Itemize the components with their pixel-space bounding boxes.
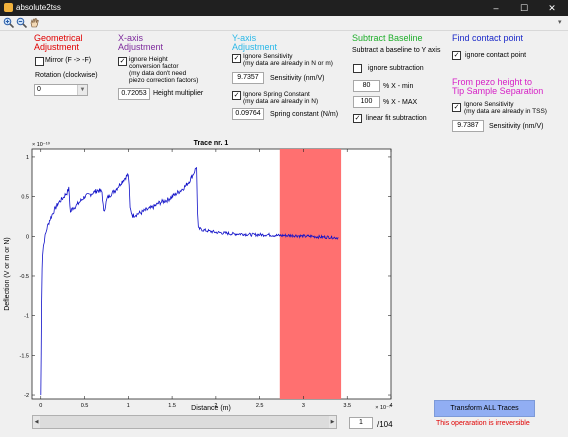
xaxis-title-1: X-axis — [118, 33, 144, 43]
tss-sensitivity-input[interactable]: 9.7387 — [452, 120, 484, 132]
ignore-spring-label-2: (my data are already in N) — [243, 98, 319, 105]
x-min-input[interactable]: 80 — [353, 80, 380, 92]
rotation-value: 0 — [37, 86, 41, 93]
spring-constant-label: Spring constant (N/m) — [270, 111, 339, 118]
linear-fit-checkbox[interactable]: ✓ — [353, 114, 362, 123]
tss-title-1: From pezo height to — [452, 77, 533, 87]
irreversible-warning: This operaration is irreversible — [436, 420, 530, 427]
trace-number-input[interactable]: 1 — [349, 417, 373, 429]
rotation-select[interactable]: 0 ▼ — [34, 84, 88, 96]
mirror-label: Mirror (F -> -F) — [45, 57, 92, 64]
height-multiplier-label: Height multiplier — [153, 90, 204, 97]
trace-total-label: /104 — [377, 420, 393, 429]
ignore-height-label-1: ignore Height — [129, 56, 168, 63]
x-tick-label: 0 — [39, 403, 42, 409]
x-tick-label: 3 — [302, 403, 305, 409]
x-tick-label: 2.5 — [256, 403, 264, 409]
ignore-sensitivity-label-2: (my data are already in N or m) — [243, 60, 333, 67]
xaxis-title-2: Adjustment — [118, 42, 164, 52]
zoom-out-icon[interactable] — [16, 17, 28, 29]
maximize-button[interactable]: ☐ — [519, 3, 529, 13]
rotation-label: Rotation (clockwise) — [35, 72, 98, 79]
toolbar-menu-arrow[interactable]: ▾ — [558, 19, 562, 26]
linear-fit-label: linear fit subtraction — [366, 115, 427, 122]
ignore-height-label-4: piezo correction factors) — [129, 77, 199, 84]
ignore-spring-checkbox[interactable]: ✓ — [232, 91, 241, 100]
sensitivity-input[interactable]: 9.7357 — [232, 72, 264, 84]
baseline-region — [279, 149, 342, 399]
transform-all-button[interactable]: Transform ALL Traces — [434, 400, 535, 417]
tss-ignore-sensitivity-checkbox[interactable]: ✓ — [452, 103, 461, 112]
ignore-sensitivity-checkbox[interactable]: ✓ — [232, 54, 241, 63]
x-tick-label: 2 — [214, 403, 217, 409]
chevron-down-icon[interactable]: ▼ — [77, 85, 87, 95]
pan-icon[interactable] — [29, 17, 40, 28]
baseline-subtitle: Subtract a baseline to Y axis — [352, 47, 441, 54]
ignore-contact-checkbox[interactable]: ✓ — [452, 51, 461, 60]
x-tick-label: 0.5 — [81, 403, 89, 409]
yaxis-title-1: Y-axis — [232, 33, 257, 43]
geometrical-title-2: Adjustment — [34, 42, 80, 52]
y-tick-label: -1.5 — [20, 353, 29, 359]
tss-ignore-label-2: (my data are already in TSS) — [464, 108, 547, 115]
ignore-spring-label-1: Ignore Spring Constant — [243, 91, 310, 98]
ignore-subtraction-checkbox[interactable] — [353, 64, 362, 73]
trace-chart[interactable]: 0 0.5 1 1.5 2 2.5 3 3.5 4 -2 -1.5 -1 -0.5 0 0.5 1 Trace… — [0, 136, 400, 416]
y-tick-label: -2 — [24, 393, 29, 399]
window-title: absolute2tss — [16, 3, 61, 12]
contact-title: Find contact point — [452, 33, 524, 43]
zoom-in-icon[interactable] — [3, 17, 15, 29]
x-tick-label: 1.5 — [168, 403, 176, 409]
toolbar: ▾ — [0, 16, 568, 31]
slider-right-arrow[interactable]: ▶ — [329, 416, 336, 428]
yaxis-title-2: Adjustment — [232, 42, 278, 52]
y-axis-label: Deflection (V or m or N) — [4, 237, 11, 311]
x-tick-label: 1 — [127, 403, 130, 409]
trace-slider[interactable]: ◀ ▶ — [32, 415, 337, 429]
x-min-label: % X - min — [383, 83, 414, 90]
y-tick-label: 1 — [26, 155, 29, 161]
x-axis-label: Distance (m) — [191, 405, 231, 412]
trace-line — [40, 166, 339, 396]
ignore-height-label-2: conversion factor — [129, 63, 179, 70]
sensitivity-label: Sensitivity (nm/V) — [270, 75, 325, 82]
height-multiplier-input[interactable]: 0.72053 — [118, 88, 150, 100]
ignore-contact-label: ignore contact point — [465, 52, 527, 59]
x-tick-label: 4 — [389, 403, 392, 409]
y-axis-exponent: × 10⁻¹⁰ — [32, 141, 51, 148]
ignore-subtraction-label: ignore subtraction — [368, 65, 424, 72]
y-tick-label: -0.5 — [20, 274, 29, 280]
minimize-button[interactable]: – — [493, 3, 499, 13]
ignore-sensitivity-label-1: Ignore Sensitivity — [243, 53, 293, 60]
tss-ignore-label-1: Ignore Sensitivity — [464, 101, 514, 108]
ignore-height-checkbox[interactable]: ✓ — [118, 57, 127, 66]
spring-constant-input[interactable]: 0.09764 — [232, 108, 264, 120]
mirror-checkbox[interactable] — [35, 57, 44, 66]
y-tick-label: 0 — [26, 234, 29, 240]
y-tick-label: 0.5 — [21, 195, 29, 201]
tss-title-2: Tip Sample Separation — [452, 86, 544, 96]
x-axis-exponent: × 10⁻⁷ — [375, 404, 391, 411]
x-tick-label: 3.5 — [343, 403, 351, 409]
geometrical-title-1: Geometrical — [34, 33, 83, 43]
tss-sensitivity-label: Sensitivity (nm/V) — [489, 123, 544, 130]
y-tick-label: -1 — [24, 314, 29, 320]
title-bar: absolute2tss – ☐ ✕ — [0, 0, 568, 16]
x-max-label: % X - MAX — [383, 99, 418, 106]
app-icon — [4, 3, 13, 12]
close-button[interactable]: ✕ — [548, 3, 556, 13]
ignore-height-label-3: (my data don't need — [129, 70, 187, 77]
x-max-input[interactable]: 100 — [353, 96, 380, 108]
chart-title: Trace nr. 1 — [194, 140, 229, 147]
slider-left-arrow[interactable]: ◀ — [33, 416, 40, 428]
baseline-title: Subtract Baseline — [352, 33, 423, 43]
